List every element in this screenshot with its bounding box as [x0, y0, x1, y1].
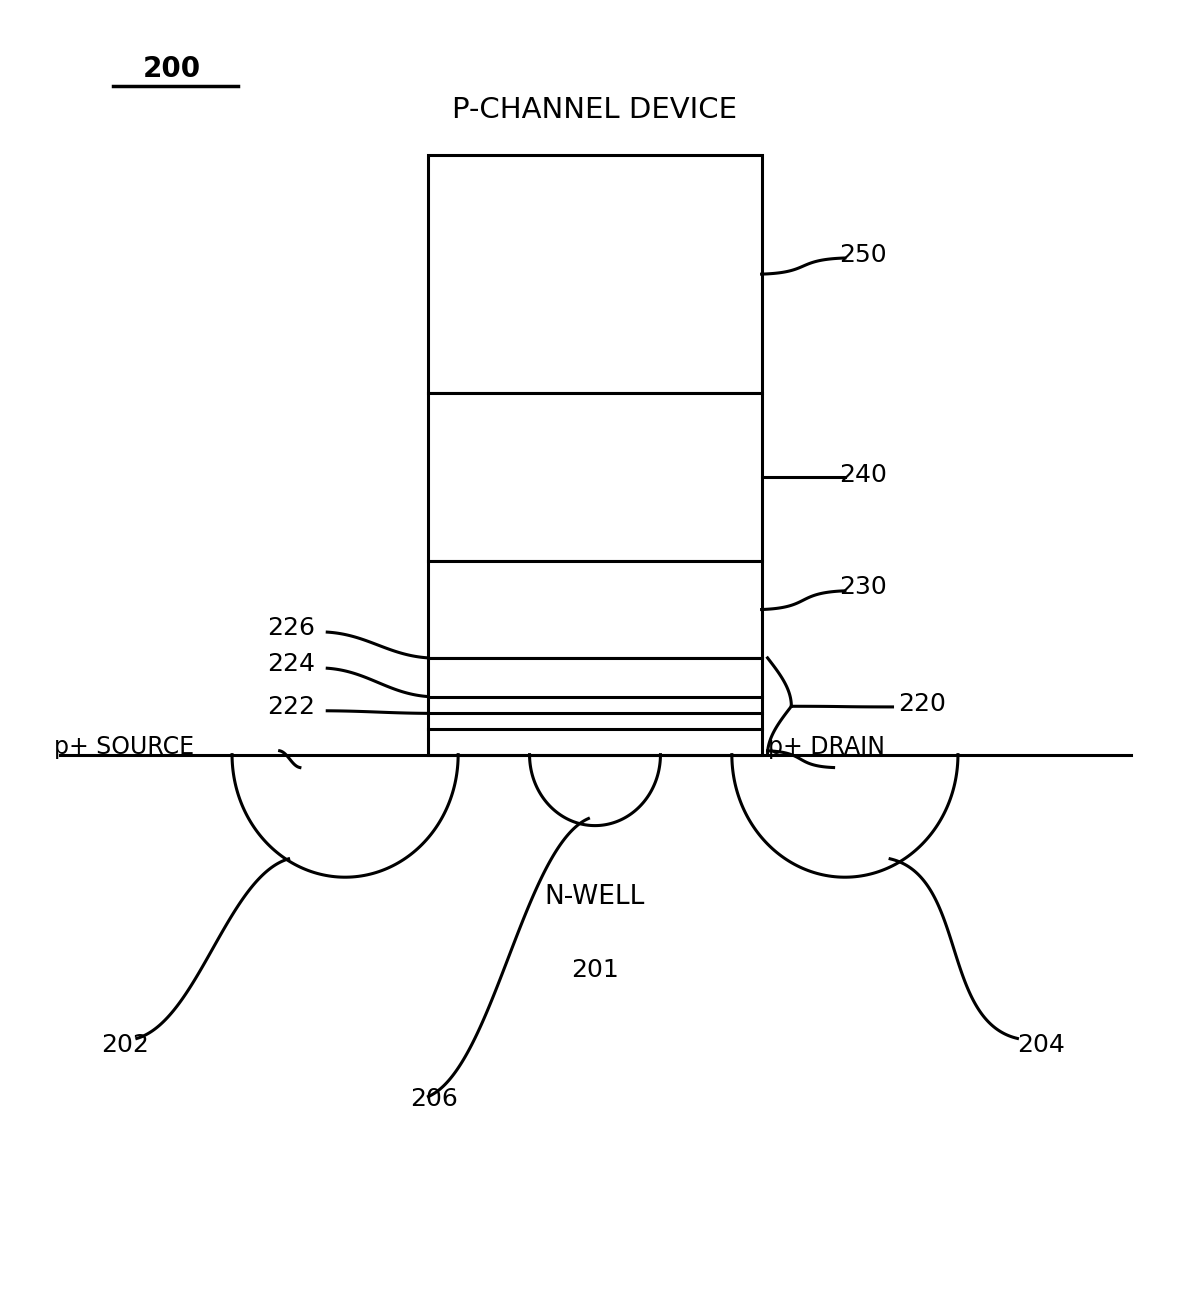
- Text: 204: 204: [1017, 1033, 1065, 1057]
- Text: P-CHANNEL DEVICE: P-CHANNEL DEVICE: [452, 95, 738, 124]
- Bar: [428, 393, 762, 561]
- Text: 202: 202: [101, 1033, 149, 1057]
- Text: 206: 206: [411, 1087, 458, 1111]
- Text: p+ SOURCE: p+ SOURCE: [54, 735, 194, 759]
- Text: 226: 226: [268, 617, 315, 640]
- Bar: [428, 155, 762, 393]
- Text: 220: 220: [898, 693, 946, 716]
- Text: 224: 224: [268, 653, 315, 676]
- Text: 240: 240: [839, 463, 887, 486]
- Bar: [428, 658, 762, 755]
- Text: p+ DRAIN: p+ DRAIN: [768, 735, 884, 759]
- Text: 201: 201: [571, 958, 619, 982]
- Text: 200: 200: [143, 55, 201, 84]
- Bar: [428, 561, 762, 658]
- Text: 250: 250: [839, 244, 887, 267]
- Text: N-WELL: N-WELL: [545, 884, 645, 909]
- Text: 230: 230: [839, 575, 887, 599]
- Text: 222: 222: [268, 695, 315, 719]
